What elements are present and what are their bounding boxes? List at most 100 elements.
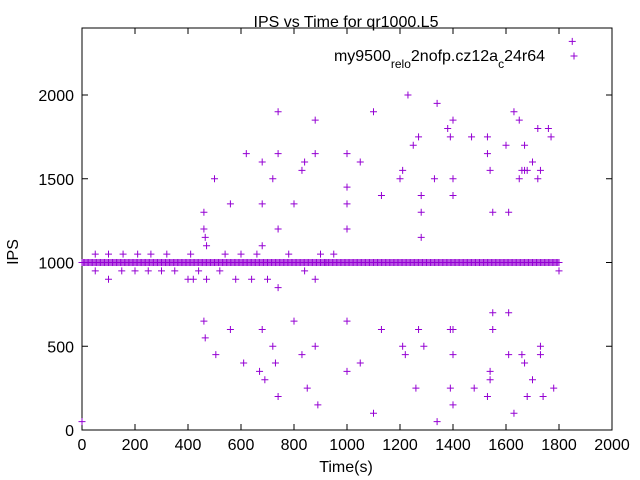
data-point: [200, 208, 208, 216]
y-tick-label: 500: [47, 339, 74, 356]
data-point: [518, 351, 526, 359]
x-tick-label: 1000: [329, 437, 365, 454]
data-point: [211, 175, 218, 183]
data-point: [290, 317, 298, 325]
data-point: [303, 384, 311, 392]
data-point: [226, 326, 234, 333]
x-tick-label: 800: [281, 437, 308, 454]
data-point: [200, 225, 208, 233]
data-point: [409, 141, 417, 149]
data-point: [269, 175, 277, 183]
data-point: [404, 91, 412, 99]
data-point: [201, 233, 209, 241]
data-point: [271, 359, 279, 367]
data-point: [536, 342, 544, 350]
data-point: [547, 133, 555, 141]
data-point: [449, 401, 457, 409]
data-point: [290, 200, 298, 208]
legend-marker: [570, 52, 578, 60]
data-point: [489, 309, 497, 317]
data-point: [510, 409, 518, 417]
x-tick-label: 0: [78, 437, 87, 454]
data-point: [189, 275, 197, 283]
data-point: [489, 208, 497, 216]
data-point: [343, 317, 351, 325]
data-point: [536, 351, 544, 359]
data-point: [119, 250, 127, 258]
data-point: [505, 309, 513, 317]
data-point: [261, 376, 269, 384]
data-point: [258, 200, 266, 208]
data-point: [91, 267, 99, 275]
data-point: [258, 326, 266, 333]
data-point: [449, 326, 457, 333]
data-point: [311, 275, 319, 283]
data-point: [212, 351, 220, 359]
axis-ticks: 0 200 400 600 800 1000 1200 1400 1600 1800 2000 0 50…: [38, 28, 630, 454]
data-point: [449, 116, 457, 124]
data-point: [486, 376, 494, 384]
data-point: [486, 166, 494, 174]
data-point: [187, 250, 195, 258]
data-point: [226, 200, 234, 208]
x-tick-label: 1800: [541, 437, 577, 454]
data-point: [158, 267, 165, 275]
data-point: [274, 150, 282, 158]
legend: my9500relo2nofp.cz12ac24r64: [334, 48, 578, 71]
data-point: [550, 384, 558, 392]
data-point: [470, 384, 478, 392]
data-point: [242, 150, 250, 158]
data-point: [396, 175, 404, 183]
data-point: [105, 250, 112, 258]
data-point: [521, 141, 529, 149]
x-tick-label: 200: [122, 437, 149, 454]
data-point: [203, 242, 211, 250]
data-point: [555, 259, 563, 266]
data-point: [203, 275, 211, 283]
data-point: [377, 192, 385, 199]
data-point: [433, 418, 441, 426]
data-point: [285, 250, 293, 258]
data-point: [264, 275, 271, 283]
x-tick-label: 1200: [382, 437, 418, 454]
data-point: [417, 208, 425, 216]
data-point: [449, 192, 457, 199]
data-point: [449, 351, 457, 359]
data-point: [163, 250, 171, 258]
x-tick-label: 1400: [435, 437, 471, 454]
data-point: [370, 409, 377, 417]
data-point: [311, 342, 319, 350]
x-tick-label: 1600: [488, 437, 524, 454]
data-point: [343, 367, 351, 375]
data-point: [237, 250, 245, 258]
data-point: [534, 175, 542, 183]
data-point: [144, 267, 152, 275]
data-point: [317, 250, 324, 258]
data-point: [322, 259, 330, 266]
data-point: [201, 334, 209, 342]
data-point: [483, 393, 491, 400]
x-tick-label: 400: [175, 437, 202, 454]
x-tick-label: 600: [228, 437, 255, 454]
data-point: [240, 359, 248, 367]
data-point: [446, 384, 454, 392]
data-point: [118, 267, 126, 275]
data-point: [91, 250, 99, 258]
y-axis-title: IPS: [5, 239, 22, 265]
data-point: [446, 133, 454, 141]
y-tick-label: 0: [65, 423, 74, 440]
data-point: [523, 166, 531, 174]
data-point: [298, 351, 306, 359]
data-point: [417, 192, 425, 199]
data-point: [221, 250, 229, 258]
data-point: [417, 233, 425, 241]
data-point: [274, 393, 282, 400]
data-point: [311, 150, 319, 158]
data-point: [314, 401, 322, 409]
data-point: [534, 125, 542, 132]
data-point: [274, 225, 282, 233]
data-point: [505, 351, 513, 359]
data-point: [568, 37, 576, 45]
data-point: [105, 275, 112, 283]
